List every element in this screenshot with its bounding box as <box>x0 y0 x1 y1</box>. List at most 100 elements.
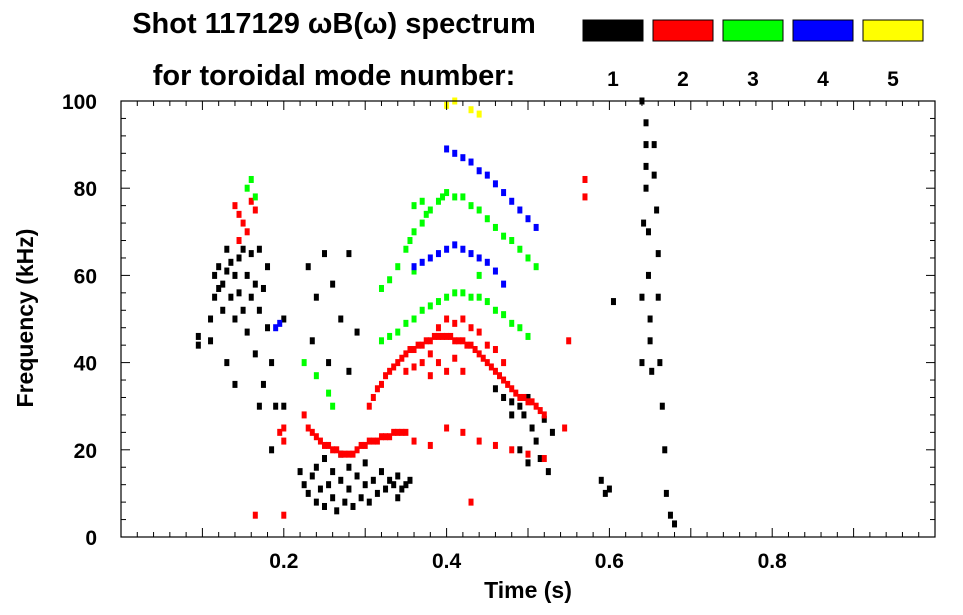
mode-4-point <box>492 267 498 275</box>
mode-2-point <box>513 389 519 397</box>
mode-1-point <box>407 476 413 484</box>
mode-1-point <box>643 162 649 170</box>
mode-3-point <box>378 337 384 345</box>
mode-2-point <box>366 402 372 410</box>
mode-1-point <box>643 119 649 127</box>
mode-1-point <box>330 468 336 476</box>
mode-2-point <box>492 441 498 449</box>
mode-2-point <box>399 428 405 436</box>
mode-2-point <box>541 455 547 463</box>
mode-1-point <box>549 428 555 436</box>
mode-3-point <box>330 402 336 410</box>
mode-2-point <box>521 393 527 401</box>
mode-2-point <box>240 219 246 227</box>
mode-2-point <box>435 359 441 367</box>
mode-2-point <box>431 332 437 340</box>
mode-1-point <box>525 393 531 401</box>
mode-1-point <box>663 489 669 497</box>
mode-1-point <box>326 359 332 367</box>
mode-1-point <box>212 293 218 301</box>
mode-4-point <box>517 206 523 214</box>
mode-1-point <box>354 472 360 480</box>
mode-2-point <box>484 341 490 349</box>
mode-2-point <box>444 367 450 375</box>
mode-1-point <box>228 258 234 266</box>
mode-4-point <box>468 158 474 166</box>
mode-2-point <box>472 346 478 354</box>
mode-2-point <box>501 359 507 367</box>
mode-2-point <box>480 354 486 362</box>
mode-1-point <box>350 502 356 510</box>
mode-1-point <box>317 485 323 493</box>
mode-1-point <box>228 293 234 301</box>
mode-1-point <box>260 380 266 388</box>
legend-label-3: 3 <box>747 68 759 91</box>
mode-1-point <box>216 263 222 271</box>
mode-3-point <box>460 193 466 201</box>
mode-2-point <box>277 428 283 436</box>
legend-swatch-2 <box>652 19 714 42</box>
mode-2-point <box>533 402 539 410</box>
mode-2-point <box>374 385 380 393</box>
mode-3-point <box>476 293 482 301</box>
mode-1-point <box>606 485 612 493</box>
legend: 1 2 3 4 5 <box>582 19 924 91</box>
mode-1-point <box>281 315 287 323</box>
mode-2-point <box>395 359 401 367</box>
mode-3-point <box>501 232 507 240</box>
mode-3-point <box>411 228 417 236</box>
mode-1-point <box>248 293 254 301</box>
mode-1-point <box>366 498 372 506</box>
mode-3-point <box>411 267 417 275</box>
mode-4-point <box>277 319 283 327</box>
mode-2-point <box>468 341 474 349</box>
mode-1-point <box>236 289 242 297</box>
mode-3-point <box>517 324 523 332</box>
mode-1-point <box>643 184 649 192</box>
mode-1-point <box>330 280 336 288</box>
mode-1-point <box>338 315 344 323</box>
mode-1-point <box>338 476 344 484</box>
mode-1-point <box>322 250 327 258</box>
mode-3-point <box>244 184 250 192</box>
mode-3-point <box>468 293 474 301</box>
mode-2-point <box>444 332 450 340</box>
mode-2-point <box>334 446 340 454</box>
mode-3-point <box>427 302 433 310</box>
mode-2-point <box>411 437 417 445</box>
mode-1-point <box>309 472 315 480</box>
mode-2-point <box>468 498 474 506</box>
mode-1-point <box>525 459 531 467</box>
mode-2-point <box>358 441 364 449</box>
mode-1-point <box>533 437 539 445</box>
mode-2-point <box>236 237 242 245</box>
mode-4-point <box>476 254 482 262</box>
mode-2-point <box>464 341 470 349</box>
mode-2-point <box>395 428 401 436</box>
mode-3-point <box>313 372 319 380</box>
mode-2-point <box>248 197 254 205</box>
x-tick-label: 0.2 <box>269 550 298 573</box>
legend-label-4: 4 <box>817 68 829 91</box>
mode-2-point <box>387 433 393 441</box>
mode-2-point <box>354 446 360 454</box>
mode-2-point <box>460 337 466 345</box>
mode-3-point <box>407 237 413 245</box>
mode-1-point <box>399 485 405 493</box>
mode-2-point <box>407 346 413 354</box>
mode-2-point <box>399 354 405 362</box>
mode-1-point <box>212 271 218 279</box>
mode-1-point <box>362 481 368 489</box>
mode-1-point <box>645 271 651 279</box>
mode-1-point <box>195 332 201 340</box>
mode-4-point <box>444 245 450 253</box>
mode-2-point <box>509 446 515 454</box>
mode-1-point <box>313 293 319 301</box>
mode-3-point <box>411 202 417 210</box>
mode-1-point <box>521 411 527 419</box>
mode-1-point <box>645 228 651 236</box>
mode-2-point <box>366 437 372 445</box>
mode-2-point <box>427 337 433 345</box>
mode-2-point <box>452 319 458 327</box>
